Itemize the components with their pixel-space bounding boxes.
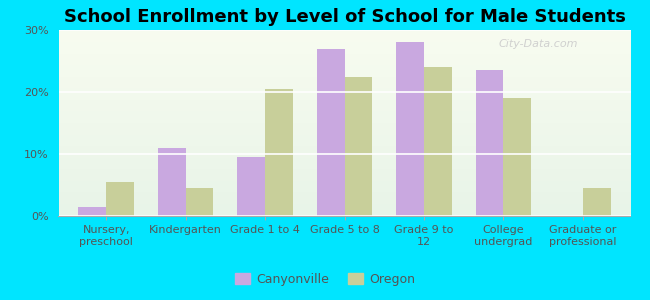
Bar xyxy=(476,70,503,216)
Bar xyxy=(583,188,610,216)
Bar xyxy=(265,89,293,216)
Bar xyxy=(237,157,265,216)
Bar xyxy=(317,49,345,216)
Bar xyxy=(344,76,372,216)
Bar xyxy=(186,188,213,216)
Bar xyxy=(158,148,186,216)
Title: School Enrollment by Level of School for Male Students: School Enrollment by Level of School for… xyxy=(64,8,625,26)
Bar xyxy=(106,182,134,216)
Bar xyxy=(503,98,531,216)
Bar xyxy=(424,67,452,216)
Legend: Canyonville, Oregon: Canyonville, Oregon xyxy=(230,268,420,291)
Bar xyxy=(79,207,106,216)
Text: City-Data.com: City-Data.com xyxy=(499,39,578,49)
Bar xyxy=(396,42,424,216)
